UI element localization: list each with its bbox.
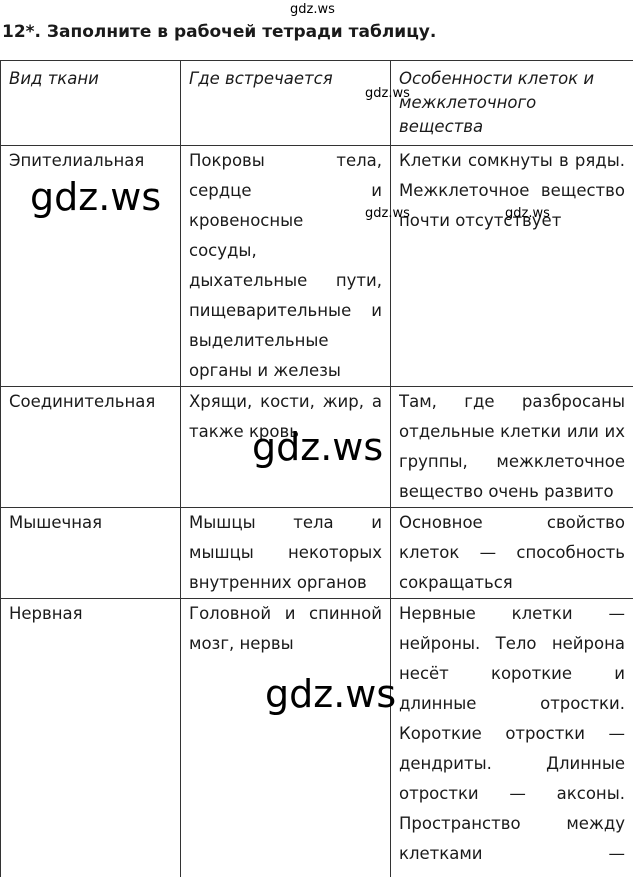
cell-line: Нервные клетки — — [399, 604, 625, 623]
cell-line: группы, межклеточное — [399, 452, 625, 471]
cell-line: дыхательные пути, — [189, 271, 382, 290]
cell-line: сокращаться — [399, 573, 513, 592]
cell-line: клеток — способность — [399, 543, 625, 562]
cell-line: также кровь — [189, 422, 299, 441]
table-cell: Основное свойство клеток — способность сок… — [390, 507, 633, 599]
cell-line: Мышцы тела и — [189, 513, 382, 532]
table-cell: Там, где разбросаны отдельные клетки или … — [390, 386, 633, 508]
cell-line: Головной и спинной — [189, 604, 382, 623]
cell-line: синаптическая щель — [399, 869, 625, 877]
cell-line: выделительные — [189, 331, 329, 350]
cell-line: пищеварительные и — [189, 301, 382, 320]
cell-line: Эпителиальная — [9, 151, 145, 170]
table-row: Эпителиальная Покровы тела, сердце и кровен… — [0, 145, 633, 387]
cell-line: отдельные клетки или их — [399, 422, 625, 441]
table-cell: Нервные клетки — нейроны. Тело нейрона нес… — [390, 598, 633, 877]
cell-line: несёт короткие и — [399, 664, 625, 683]
watermark: gdz.ws — [365, 86, 410, 101]
cell-line: Нервная — [9, 604, 83, 623]
cell-line: Клетки сомкнуты в ряды. — [399, 151, 625, 170]
cell-line: Соединительная — [9, 392, 156, 411]
table-row: Нервная Головной и спинной мозг, нервы Нерв… — [0, 598, 633, 877]
watermark: gdz.ws — [365, 206, 410, 221]
cell-line: Основное свойство — [399, 513, 625, 532]
table-cell: Хрящи, кости, жир, а также кровь — [180, 386, 391, 508]
column-header: Вид ткани — [0, 60, 181, 146]
cell-line: Межклеточное вещество — [399, 181, 625, 200]
cell-line: кровеносные — [189, 211, 304, 230]
table-body: Эпителиальная Покровы тела, сердце и кровен… — [0, 145, 633, 877]
cell-line: клетками — — [399, 844, 625, 863]
cell-line: почти отсутствует — [399, 211, 562, 230]
watermark: gdz.ws — [252, 425, 384, 469]
table-cell: Нервная — [0, 598, 181, 877]
cell-line: мышцы некоторых — [189, 543, 382, 562]
cell-line: Пространство между — [399, 814, 625, 833]
cell-line: мозг, нервы — [189, 634, 294, 653]
table-cell: Соединительная — [0, 386, 181, 508]
cell-line: вещество очень развито — [399, 482, 614, 501]
table-cell: Эпителиальная — [0, 145, 181, 387]
table-cell: Покровы тела, сердце и кровеносные сосуды, д… — [180, 145, 391, 387]
table: Вид ткани Где встречается Особенности клет… — [0, 60, 633, 877]
cell-line: нейроны. Тело нейрона — [399, 634, 625, 653]
cell-line: Покровы тела, — [189, 151, 382, 170]
header-row: Вид ткани Где встречается Особенности клет… — [0, 60, 633, 146]
watermark: gdz.ws — [30, 175, 162, 219]
cell-line: длинные отростки. — [399, 694, 625, 713]
cell-line: сосуды, — [189, 241, 257, 260]
title: 12*. Заполните в рабочей тетради таблицу… — [2, 22, 437, 42]
column-header: Особенности клеток и межклеточного вещес… — [390, 60, 633, 146]
table-cell: Головной и спинной мозг, нервы — [180, 598, 391, 877]
cell-line: Мышечная — [9, 513, 103, 532]
cell-line: отростки — аксоны. — [399, 784, 625, 803]
watermark: gdz.ws — [265, 672, 397, 716]
table-cell: Мышцы тела и мышцы некоторых внутренних ор… — [180, 507, 391, 599]
cell-line: Короткие отростки — — [399, 724, 625, 743]
watermark: gdz.ws — [505, 206, 550, 221]
cell-line: Хрящи, кости, жир, а — [189, 392, 382, 411]
cell-line: Там, где разбросаны — [399, 392, 625, 411]
cell-line: дендриты. Длинные — [399, 754, 625, 773]
table-cell: Клетки сомкнуты в ряды. Межклеточное веще… — [390, 145, 633, 387]
cell-line: внутренних органов — [189, 573, 367, 592]
table-row: Мышечная Мышцы тела и мышцы некоторых внутр… — [0, 507, 633, 599]
cell-line: органы и железы — [189, 361, 341, 380]
column-header: Где встречается — [180, 60, 391, 146]
table-row: Соединительная Хрящи, кости, жир, а также … — [0, 386, 633, 508]
watermark: gdz.ws — [290, 2, 335, 17]
table-cell: Мышечная — [0, 507, 181, 599]
cell-line: сердце и — [189, 181, 382, 200]
